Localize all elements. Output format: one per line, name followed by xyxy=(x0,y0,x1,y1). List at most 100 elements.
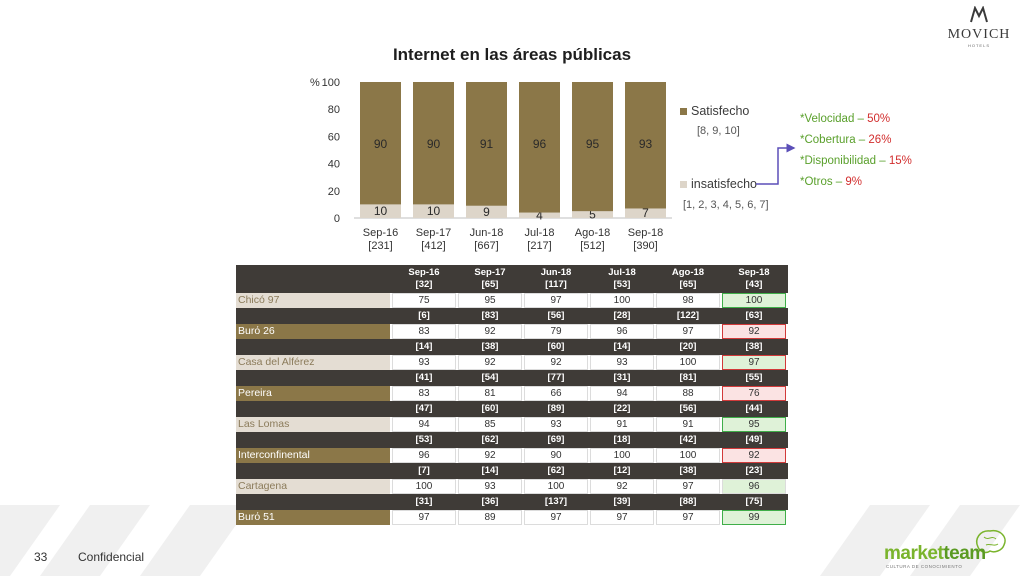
value-cell: 92 xyxy=(722,324,786,339)
header-spacer xyxy=(236,401,390,417)
base-cell: [137] xyxy=(544,496,568,507)
base-cell: [60] xyxy=(547,341,565,352)
hotel-name: Las Lomas xyxy=(236,417,390,432)
value-cell: 97 xyxy=(656,510,720,525)
value-cell: 99 xyxy=(722,510,786,525)
hotel-value-row: Las Lomas 94 85 93 91 91 95 xyxy=(236,417,788,432)
bar-segment-insatisfecho xyxy=(625,208,666,218)
hotel-name: Casa del Alférez xyxy=(236,355,390,370)
period-label: Jun-18 xyxy=(540,267,572,278)
reason-item: *Otros – 9% xyxy=(800,176,863,188)
x-base-label: [217] xyxy=(527,240,551,252)
data-label: 93 xyxy=(639,137,653,151)
base-cell: [36] xyxy=(481,496,499,507)
base-cell: Jul-18 [53] xyxy=(590,265,654,293)
movich-wordmark: MOVICH xyxy=(947,27,1011,42)
value-cell: 92 xyxy=(722,448,786,463)
value-cell: 92 xyxy=(524,355,588,370)
base-cell: [6] xyxy=(418,310,430,321)
base-cell: [47] xyxy=(415,403,433,414)
x-base-label: [412] xyxy=(421,240,445,252)
period-label: Jul-18 xyxy=(608,267,636,278)
x-tick-label: Ago-18 xyxy=(575,227,610,239)
value-cell: 97 xyxy=(524,293,588,308)
base-cell: [83] xyxy=(481,310,499,321)
base-cell: [14] xyxy=(415,341,433,352)
x-base-label: [390] xyxy=(633,240,657,252)
hotel-block: [6] [83] [56] [28] [122] [63] Burό 26 83 92 79 96 9… xyxy=(236,308,788,339)
value-cell: 93 xyxy=(392,355,456,370)
value-cell: 97 xyxy=(656,324,720,339)
base-cell: [60] xyxy=(481,403,499,414)
bar-segment-satisfecho xyxy=(413,82,454,205)
value-cell: 83 xyxy=(392,386,456,401)
header-spacer xyxy=(236,339,390,355)
base-cell: [23] xyxy=(745,465,763,476)
value-cell: 93 xyxy=(524,417,588,432)
data-label: 7 xyxy=(642,206,649,220)
base-cell: [28] xyxy=(613,310,631,321)
value-cell: 100 xyxy=(656,448,720,463)
base-cell: [69] xyxy=(547,434,565,445)
period-label: Sep-18 xyxy=(738,267,770,278)
base-cell: [18] xyxy=(613,434,631,445)
base-label: [65] xyxy=(481,279,499,290)
stacked-bar-chart: Internet en las áreas públicas % 0 20 40 60… xyxy=(310,45,672,252)
base-cell: Ago-18 [65] xyxy=(656,265,720,293)
hotel-base-row: [31] [36] [137] [39] [88] [75] xyxy=(236,494,788,510)
value-cell: 89 xyxy=(458,510,522,525)
value-cell: 97 xyxy=(590,510,654,525)
value-cell: 81 xyxy=(458,386,522,401)
value-cell: 92 xyxy=(590,479,654,494)
base-cell: [81] xyxy=(679,372,697,383)
hotel-base-row: Sep-16 [32] Sep-17 [65] Jun-18 [117] Jul-18 [53… xyxy=(236,265,788,293)
data-label: 95 xyxy=(586,137,600,151)
base-cell: [88] xyxy=(679,496,697,507)
base-cell: [63] xyxy=(745,310,763,321)
data-label: 90 xyxy=(374,137,388,151)
value-cell: 97 xyxy=(656,479,720,494)
header-spacer xyxy=(236,265,390,293)
base-cell: [41] xyxy=(415,372,433,383)
base-cell: [31] xyxy=(613,372,631,383)
value-cell: 100 xyxy=(590,448,654,463)
x-tick-label: Sep-18 xyxy=(628,227,663,239)
base-cell: [49] xyxy=(745,434,763,445)
marketteam-logo: marketteam CULTURA DE CONOCIMIENTO xyxy=(884,529,1014,573)
y-tick-label: 20 xyxy=(328,186,340,198)
base-cell: [56] xyxy=(547,310,565,321)
hotel-value-row: Burό 26 83 92 79 96 97 92 xyxy=(236,324,788,339)
base-cell: Jun-18 [117] xyxy=(524,265,588,293)
bar-segment-satisfecho xyxy=(519,82,560,213)
period-label: Sep-17 xyxy=(474,267,506,278)
base-cell: [62] xyxy=(547,465,565,476)
base-cell: [77] xyxy=(547,372,565,383)
data-label: 4 xyxy=(536,208,543,222)
value-cell: 94 xyxy=(392,417,456,432)
base-label: [43] xyxy=(745,279,763,290)
x-tick-label: Sep-16 xyxy=(363,227,398,239)
legend-label-satisfecho: Satisfecho xyxy=(691,104,750,118)
period-label: Ago-18 xyxy=(671,267,705,278)
value-cell: 90 xyxy=(524,448,588,463)
movich-subtitle: HOTELS xyxy=(967,43,990,48)
base-label: [53] xyxy=(613,279,631,290)
data-label: 10 xyxy=(374,204,388,218)
header-spacer xyxy=(236,463,390,479)
hotel-value-row: Chicó 97 75 95 97 100 98 100 xyxy=(236,293,788,308)
base-cell: [31] xyxy=(415,496,433,507)
value-cell: 85 xyxy=(458,417,522,432)
value-cell: 93 xyxy=(458,479,522,494)
hotel-satisfaction-table: Sep-16 [32] Sep-17 [65] Jun-18 [117] Jul-18 [53… xyxy=(236,265,788,525)
value-cell: 92 xyxy=(458,448,522,463)
base-cell: [62] xyxy=(481,434,499,445)
base-cell: Sep-16 [32] xyxy=(392,265,456,293)
value-cell: 97 xyxy=(392,510,456,525)
hotel-block: [7] [14] [62] [12] [38] [23] Cartagena 100 93 100… xyxy=(236,463,788,494)
value-cell: 75 xyxy=(392,293,456,308)
x-base-label: [512] xyxy=(580,240,604,252)
value-cell: 76 xyxy=(722,386,786,401)
reason-item: *Cobertura – 26% xyxy=(800,134,892,146)
base-cell: [42] xyxy=(679,434,697,445)
bar-segment-insatisfecho xyxy=(360,204,401,218)
